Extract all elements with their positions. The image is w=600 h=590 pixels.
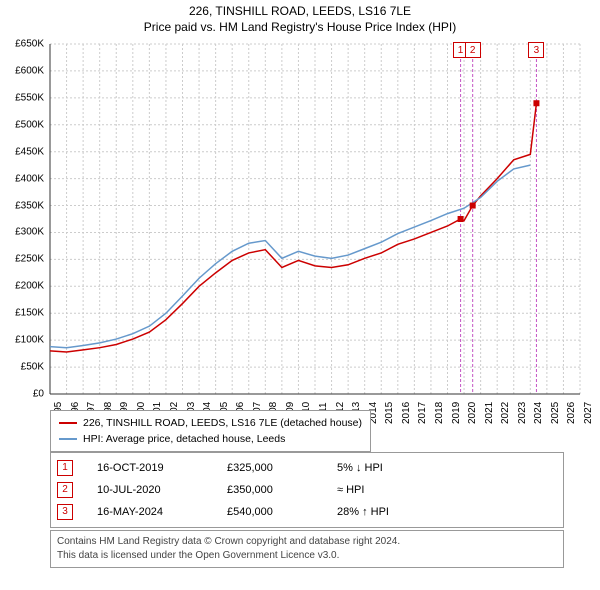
- footer: Contains HM Land Registry data © Crown c…: [50, 530, 564, 568]
- y-axis-label: £450K: [15, 146, 44, 157]
- x-axis-label: 2023: [517, 402, 528, 424]
- title-block: 226, TINSHILL ROAD, LEEDS, LS16 7LE Pric…: [0, 0, 600, 34]
- footer-line1: Contains HM Land Registry data © Crown c…: [57, 535, 557, 549]
- y-axis-label: £400K: [15, 173, 44, 184]
- transaction-row: 1 16-OCT-2019 £325,000 5% ↓ HPI: [57, 457, 557, 479]
- x-axis-label: 2016: [401, 402, 412, 424]
- x-axis-label: 2027: [583, 402, 594, 424]
- legend-box: 226, TINSHILL ROAD, LEEDS, LS16 7LE (det…: [50, 410, 371, 452]
- legend-row: 226, TINSHILL ROAD, LEEDS, LS16 7LE (det…: [59, 415, 362, 431]
- chart-area: £0£50K£100K£150K£200K£250K£300K£350K£400…: [50, 44, 580, 394]
- y-axis-label: £100K: [15, 335, 44, 346]
- transaction-table: 1 16-OCT-2019 £325,000 5% ↓ HPI 2 10-JUL…: [50, 452, 564, 528]
- transaction-diff: 5% ↓ HPI: [337, 457, 437, 479]
- transaction-num: 2: [57, 482, 73, 498]
- legend-swatch-property: [59, 422, 77, 424]
- y-axis-label: £650K: [15, 39, 44, 50]
- transaction-diff: 28% ↑ HPI: [337, 501, 437, 523]
- x-axis-label: 2021: [484, 402, 495, 424]
- x-axis-label: 2017: [417, 402, 428, 424]
- transaction-num: 1: [57, 460, 73, 476]
- transaction-row: 2 10-JUL-2020 £350,000 ≈ HPI: [57, 479, 557, 501]
- x-axis-label: 2015: [384, 402, 395, 424]
- y-axis-label: £0: [33, 389, 44, 400]
- transaction-price: £325,000: [227, 457, 337, 479]
- footer-line2: This data is licensed under the Open Gov…: [57, 549, 557, 563]
- x-axis-label: 2022: [500, 402, 511, 424]
- transaction-date: 16-MAY-2024: [97, 501, 227, 523]
- title-main: 226, TINSHILL ROAD, LEEDS, LS16 7LE: [0, 4, 600, 18]
- transaction-price: £350,000: [227, 479, 337, 501]
- y-axis-label: £350K: [15, 200, 44, 211]
- x-axis-label: 2019: [451, 402, 462, 424]
- x-axis-label: 2018: [434, 402, 445, 424]
- chart-marker-label: 3: [528, 42, 544, 58]
- title-sub: Price paid vs. HM Land Registry's House …: [0, 20, 600, 34]
- transaction-date: 10-JUL-2020: [97, 479, 227, 501]
- legend-swatch-hpi: [59, 438, 77, 440]
- x-axis-label: 2025: [550, 402, 561, 424]
- transaction-num: 3: [57, 504, 73, 520]
- chart-marker-label: 2: [465, 42, 481, 58]
- transaction-row: 3 16-MAY-2024 £540,000 28% ↑ HPI: [57, 501, 557, 523]
- y-axis-label: £300K: [15, 227, 44, 238]
- transaction-diff: ≈ HPI: [337, 479, 437, 501]
- legend-label-hpi: HPI: Average price, detached house, Leed…: [83, 431, 285, 447]
- legend-row: HPI: Average price, detached house, Leed…: [59, 431, 362, 447]
- y-axis-label: £50K: [21, 362, 44, 373]
- y-axis-label: £550K: [15, 92, 44, 103]
- x-axis-label: 2024: [533, 402, 544, 424]
- legend-label-property: 226, TINSHILL ROAD, LEEDS, LS16 7LE (det…: [83, 415, 362, 431]
- y-axis-label: £150K: [15, 308, 44, 319]
- transaction-date: 16-OCT-2019: [97, 457, 227, 479]
- y-axis-label: £500K: [15, 119, 44, 130]
- y-axis-label: £250K: [15, 254, 44, 265]
- y-axis-label: £600K: [15, 65, 44, 76]
- y-axis-label: £200K: [15, 281, 44, 292]
- x-axis-label: 2026: [566, 402, 577, 424]
- transaction-price: £540,000: [227, 501, 337, 523]
- chart-svg: [50, 44, 580, 394]
- x-axis-label: 2020: [467, 402, 478, 424]
